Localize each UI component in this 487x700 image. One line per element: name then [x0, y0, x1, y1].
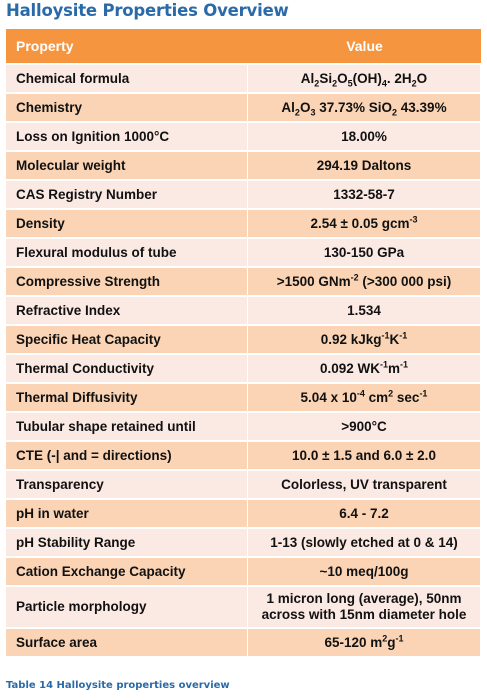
- table-row: CAS Registry Number 1332-58-7: [6, 181, 481, 210]
- table-caption: Table 14 Halloysite properties overview: [6, 680, 230, 691]
- table-row: Refractive Index 1.534: [6, 297, 481, 326]
- value-cell: 0.92 kJkg-1K-1: [248, 326, 481, 355]
- table-row: Thermal Conductivity 0.092 WK-1m-1: [6, 355, 481, 384]
- property-cell: Cation Exchange Capacity: [6, 558, 248, 587]
- property-cell: Density: [6, 210, 248, 239]
- table-row: pH Stability Range 1-13 (slowly etched at…: [6, 529, 481, 558]
- table-row: Compressive Strength >1500 GNm-2 (>300 00…: [6, 268, 481, 297]
- value-cell: Al2Si2O5(OH)4. 2H2O: [248, 65, 481, 94]
- property-cell: Chemical formula: [6, 65, 248, 94]
- property-cell: Flexural modulus of tube: [6, 239, 248, 268]
- table-row: CTE (-| and = directions) 10.0 ± 1.5 and …: [6, 442, 481, 471]
- property-cell: Thermal Conductivity: [6, 355, 248, 384]
- value-cell: 5.04 x 10-4 cm2 sec-1: [248, 384, 481, 413]
- property-cell: Molecular weight: [6, 152, 248, 181]
- property-cell: Particle morphology: [6, 587, 248, 629]
- value-cell: 294.19 Daltons: [248, 152, 481, 181]
- table-row: Specific Heat Capacity 0.92 kJkg-1K-1: [6, 326, 481, 355]
- table-row: Tubular shape retained until >900°C: [6, 413, 481, 442]
- value-cell: 6.4 - 7.2: [248, 500, 481, 529]
- table-row: Transparency Colorless, UV transparent: [6, 471, 481, 500]
- page-title: Halloysite Properties Overview: [6, 1, 289, 20]
- property-cell: Transparency: [6, 471, 248, 500]
- value-cell: >1500 GNm-2 (>300 000 psi): [248, 268, 481, 297]
- table-row: pH in water 6.4 - 7.2: [6, 500, 481, 529]
- table-row: Surface area 65-120 m2g-1: [6, 629, 481, 658]
- property-cell: Surface area: [6, 629, 248, 658]
- property-cell: Loss on Ignition 1000°C: [6, 123, 248, 152]
- value-cell: 65-120 m2g-1: [248, 629, 481, 658]
- value-cell: 1332-58-7: [248, 181, 481, 210]
- table-row: Loss on Ignition 1000°C 18.00%: [6, 123, 481, 152]
- table-row: Flexural modulus of tube 130-150 GPa: [6, 239, 481, 268]
- value-cell: 1 micron long (average), 50nm across with…: [248, 587, 481, 629]
- value-cell: 1.534: [248, 297, 481, 326]
- value-cell: Al2O3 37.73% SiO2 43.39%: [248, 94, 481, 123]
- table-row: Cation Exchange Capacity ~10 meq/100g: [6, 558, 481, 587]
- property-cell: Thermal Diffusivity: [6, 384, 248, 413]
- header-property: Property: [6, 29, 248, 65]
- property-cell: Refractive Index: [6, 297, 248, 326]
- value-cell: 1-13 (slowly etched at 0 & 14): [248, 529, 481, 558]
- table-row: Chemistry Al2O3 37.73% SiO2 43.39%: [6, 94, 481, 123]
- table-row: Molecular weight 294.19 Daltons: [6, 152, 481, 181]
- property-cell: Tubular shape retained until: [6, 413, 248, 442]
- value-cell: 2.54 ± 0.05 gcm-3: [248, 210, 481, 239]
- property-cell: pH Stability Range: [6, 529, 248, 558]
- value-cell: ~10 meq/100g: [248, 558, 481, 587]
- property-cell: Chemistry: [6, 94, 248, 123]
- table-row: Particle morphology 1 micron long (averag…: [6, 587, 481, 629]
- property-cell: Specific Heat Capacity: [6, 326, 248, 355]
- value-cell: 10.0 ± 1.5 and 6.0 ± 2.0: [248, 442, 481, 471]
- value-cell: 0.092 WK-1m-1: [248, 355, 481, 384]
- value-cell: >900°C: [248, 413, 481, 442]
- value-cell: 18.00%: [248, 123, 481, 152]
- table-row: Density 2.54 ± 0.05 gcm-3: [6, 210, 481, 239]
- header-value: Value: [248, 29, 481, 65]
- table-row: Chemical formula Al2Si2O5(OH)4. 2H2O: [6, 65, 481, 94]
- property-cell: CAS Registry Number: [6, 181, 248, 210]
- property-cell: Compressive Strength: [6, 268, 248, 297]
- value-cell: Colorless, UV transparent: [248, 471, 481, 500]
- property-cell: CTE (-| and = directions): [6, 442, 248, 471]
- properties-table: Property Value Chemical formula Al2Si2O5(…: [6, 28, 481, 658]
- table-header-row: Property Value: [6, 29, 481, 65]
- property-cell: pH in water: [6, 500, 248, 529]
- value-cell: 130-150 GPa: [248, 239, 481, 268]
- table-row: Thermal Diffusivity 5.04 x 10-4 cm2 sec-1: [6, 384, 481, 413]
- table-body: Chemical formula Al2Si2O5(OH)4. 2H2O Chemi…: [6, 65, 481, 658]
